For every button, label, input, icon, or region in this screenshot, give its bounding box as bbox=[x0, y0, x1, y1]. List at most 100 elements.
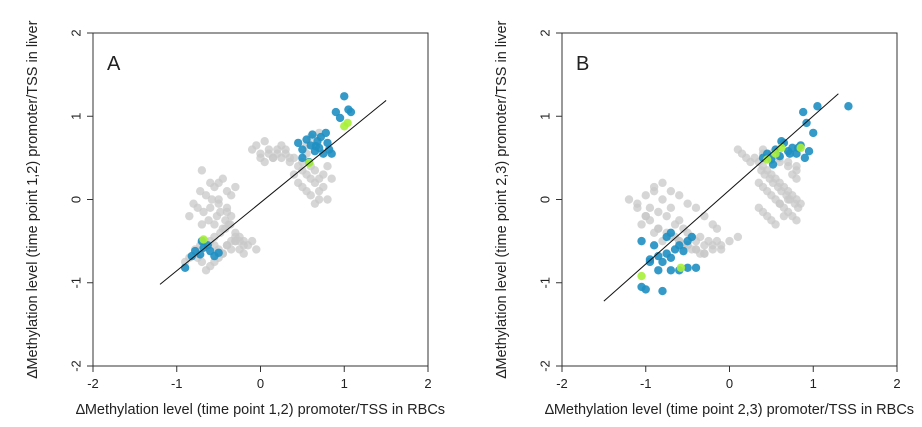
blue-point bbox=[799, 107, 808, 117]
x-tick-label: 1 bbox=[341, 376, 348, 391]
blue-point bbox=[321, 128, 331, 138]
gray-point bbox=[700, 249, 709, 258]
gray-point bbox=[645, 216, 655, 225]
blue-point bbox=[319, 149, 328, 158]
gray-point bbox=[323, 195, 332, 204]
gray-point bbox=[654, 207, 663, 217]
green-point bbox=[777, 143, 786, 153]
blue-point bbox=[327, 149, 336, 158]
regression-line bbox=[603, 93, 839, 302]
blue-point bbox=[302, 135, 311, 144]
gray-point bbox=[649, 182, 659, 192]
x-tick-label: -2 bbox=[87, 376, 99, 391]
gray-point bbox=[197, 257, 207, 267]
green-point bbox=[676, 263, 686, 272]
blue-point bbox=[323, 138, 332, 148]
blue-point bbox=[293, 138, 303, 148]
blue-point bbox=[666, 228, 676, 237]
x-tick-label: 0 bbox=[726, 376, 733, 391]
blue-point bbox=[687, 232, 697, 242]
blue-point bbox=[683, 263, 692, 272]
scatter-panel-a: -2 -1 0 1 2 -2 -1 0 1 2 ∆Methylation level (time p… bbox=[25, 20, 445, 418]
y-tick-label: -2 bbox=[68, 360, 83, 372]
gray-point bbox=[750, 153, 759, 163]
gray-point bbox=[216, 207, 225, 217]
gray-point bbox=[666, 186, 676, 196]
x-tick-label: -1 bbox=[640, 376, 652, 391]
blue-point bbox=[844, 102, 853, 111]
gray-point bbox=[323, 162, 332, 171]
gray-point bbox=[196, 186, 205, 196]
blue-point bbox=[308, 130, 317, 139]
gray-point bbox=[197, 220, 207, 229]
gray-point bbox=[793, 203, 803, 213]
blue-point bbox=[331, 107, 341, 117]
gray-point bbox=[637, 220, 646, 229]
gray-point bbox=[222, 207, 232, 217]
y-tick-label: 0 bbox=[537, 196, 552, 203]
blue-point bbox=[658, 257, 667, 267]
blue-point bbox=[809, 128, 818, 138]
plot-frame bbox=[561, 32, 898, 367]
gray-point bbox=[658, 195, 667, 204]
gray-point bbox=[683, 199, 692, 208]
gray-point bbox=[633, 203, 642, 213]
gray-point bbox=[252, 245, 261, 254]
blue-point bbox=[311, 142, 320, 151]
gray-point bbox=[314, 195, 324, 204]
gray-point bbox=[712, 224, 722, 233]
y-tick-label: 1 bbox=[68, 113, 83, 120]
blue-point bbox=[804, 147, 814, 156]
blue-point bbox=[800, 153, 810, 163]
x-tick-label: 1 bbox=[810, 376, 817, 391]
gray-point bbox=[197, 166, 207, 175]
gray-point bbox=[675, 216, 684, 225]
blue-point bbox=[346, 107, 356, 117]
y-tick-label: 1 bbox=[537, 113, 552, 120]
blue-point bbox=[666, 253, 676, 262]
x-axis-label: ∆Methylation level (time point 1,2) prom… bbox=[76, 402, 445, 418]
gray-point bbox=[273, 149, 282, 158]
y-tick-label: -1 bbox=[537, 277, 552, 289]
blue-point bbox=[340, 92, 349, 101]
gray-point bbox=[700, 211, 709, 221]
y-tick-label: 2 bbox=[537, 29, 552, 36]
gray-point bbox=[658, 178, 667, 188]
gray-point bbox=[775, 199, 784, 208]
gray-point bbox=[319, 170, 328, 179]
x-tick-label: -1 bbox=[171, 376, 183, 391]
green-point bbox=[637, 271, 646, 281]
green-point bbox=[796, 143, 805, 153]
y-axis-label: ∆Methylation level (time point 2,3) prom… bbox=[494, 20, 510, 378]
gray-point bbox=[654, 224, 663, 233]
x-tick-label: -2 bbox=[556, 376, 568, 391]
blue-point bbox=[802, 118, 811, 128]
blue-point bbox=[762, 149, 772, 158]
gray-point bbox=[708, 245, 717, 254]
gray-point bbox=[792, 174, 801, 183]
gray-point bbox=[666, 203, 676, 213]
blue-point bbox=[679, 246, 688, 256]
blue-point bbox=[813, 102, 822, 111]
blue-point bbox=[196, 250, 205, 259]
gray-point bbox=[792, 162, 801, 171]
gray-point bbox=[210, 232, 219, 242]
gray-point bbox=[691, 245, 701, 254]
gray-point bbox=[641, 191, 650, 200]
gray-point bbox=[210, 220, 219, 229]
gray-point bbox=[327, 174, 336, 183]
green-point bbox=[343, 118, 352, 128]
gray-point bbox=[645, 203, 655, 213]
blue-point bbox=[637, 236, 646, 246]
gray-point bbox=[260, 157, 269, 167]
x-axis-label: ∆Methylation level (time point 2,3) prom… bbox=[545, 402, 914, 418]
gray-point bbox=[771, 220, 780, 229]
green-point bbox=[762, 155, 772, 164]
gray-point bbox=[725, 236, 734, 246]
blue-point bbox=[180, 263, 190, 272]
gray-point bbox=[206, 203, 215, 213]
gray-point bbox=[185, 211, 194, 221]
blue-point bbox=[649, 241, 659, 250]
y-tick-label: -1 bbox=[68, 277, 83, 289]
